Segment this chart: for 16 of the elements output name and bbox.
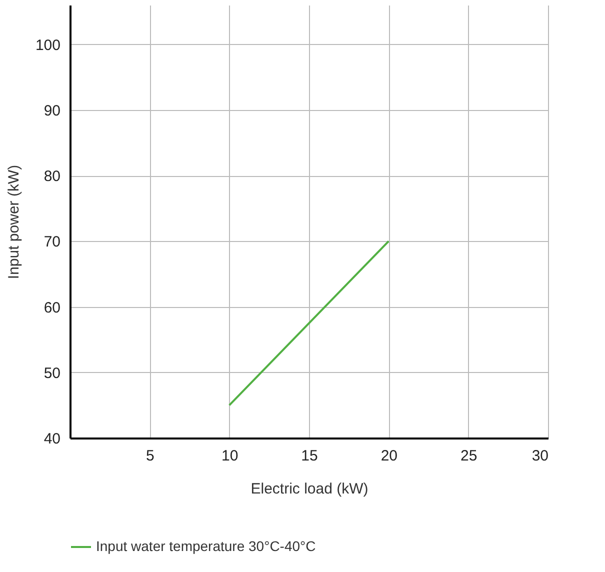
x-axis-title: Electric load (kW)	[250, 480, 368, 498]
x-tick-label: 15	[301, 448, 318, 464]
x-tick-label: 20	[380, 448, 398, 464]
y-tick-label: 50	[44, 364, 60, 382]
y-tick-label: 80	[44, 168, 60, 186]
y-tick-label: 90	[44, 102, 60, 120]
x-tick-label: 5	[146, 448, 154, 464]
x-tick-label: 10	[221, 448, 238, 464]
y-tick-label: 100	[35, 36, 60, 54]
y-tick-label: 60	[44, 299, 60, 316]
y-tick-label: 40	[44, 430, 60, 448]
x-tick-label: 25	[460, 448, 478, 464]
y-axis-title: Input power (kW)	[5, 164, 22, 280]
x-tick-label: 30	[532, 448, 548, 464]
y-tick-label: 70	[44, 234, 60, 251]
legend-label: Input water temperature 30°C-40°C	[96, 538, 316, 554]
